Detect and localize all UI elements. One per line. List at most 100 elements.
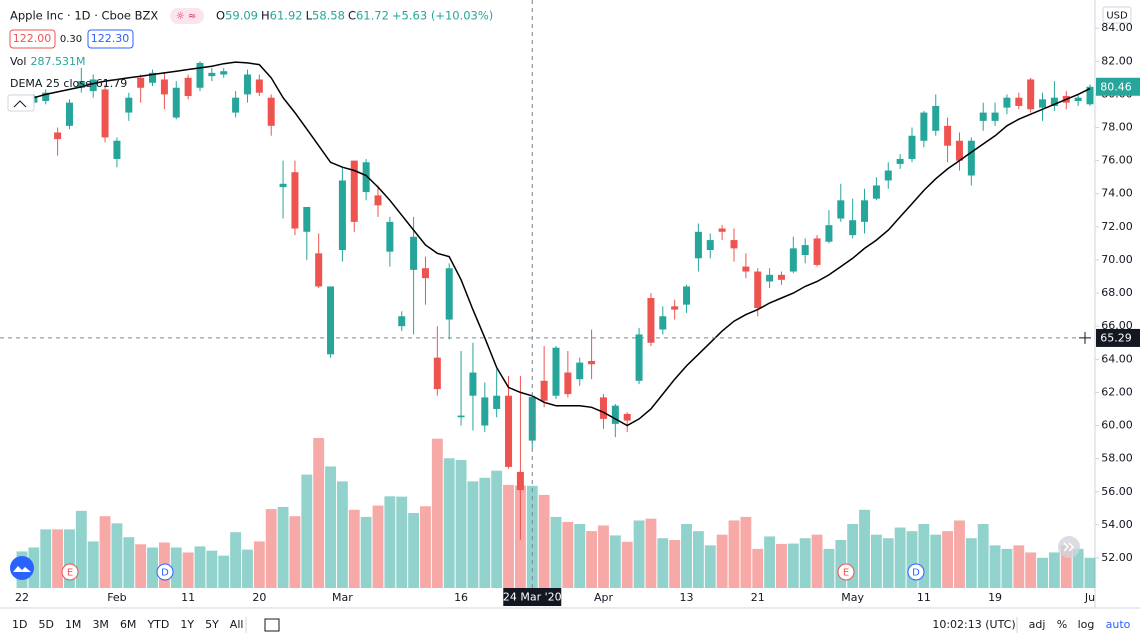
volume-bar [64,529,75,588]
volume-label: Vol [10,55,26,68]
range-button[interactable]: 3M [92,618,109,631]
range-button[interactable]: YTD [146,618,169,631]
candle-body [837,200,845,219]
candle-body [540,380,548,401]
dividend-marker[interactable] [907,563,925,581]
range-button[interactable]: 1M [65,618,82,631]
x-tick-label: Apr [594,591,614,604]
candle-body [291,172,299,229]
ohlc-key: H [261,9,270,23]
candle-body [516,471,524,491]
candle-body [149,72,157,83]
candle-body [160,79,168,95]
dividend-label[interactable]: D [161,568,169,579]
volume-bar [384,496,396,588]
ohlc-value: 61.92 [270,9,303,23]
option-percent[interactable]: % [1057,618,1067,631]
volume-bar [1084,557,1096,588]
volume-bar [776,543,787,588]
range-button[interactable]: 6M [120,618,137,631]
earnings-marker[interactable] [61,563,79,581]
currency[interactable]: USD [1106,11,1128,22]
collapse-button[interactable] [7,94,35,112]
candle-body [196,62,204,88]
candle-body [599,397,607,419]
ohlc-value: 58.58 [312,9,345,23]
earnings-marker[interactable] [837,563,855,581]
candle-body [932,105,940,131]
logo[interactable] [10,556,34,580]
x-tick-label: Mar [332,591,353,604]
candle-body [255,79,263,93]
range-button[interactable]: 1D [12,618,27,631]
candle-body [552,347,560,396]
range-button[interactable]: All [230,618,244,631]
option-log[interactable]: log [1078,618,1095,631]
volume-bar [562,521,574,588]
candle-body [338,180,346,251]
volume-bar [289,516,301,588]
sell-button[interactable] [9,29,56,49]
volume-bar [954,520,965,588]
volume-bar [313,438,325,588]
option-adj[interactable]: adj [1029,618,1046,631]
crosshair-date: 24 Mar '20 [503,591,562,604]
candle-body [42,92,50,101]
ohlc-key: C [348,9,356,23]
candle-body [1050,97,1058,106]
status-icon: ☼ ≈ [176,11,197,22]
range-button[interactable]: 5Y [205,618,219,631]
crosshair-price: 65.29 [1100,331,1132,344]
option-auto[interactable]: auto [1106,618,1131,631]
crosshair-plus-icon [1079,331,1091,344]
range-button[interactable]: 1Y [180,618,194,631]
volume-bar [965,538,977,588]
volume-bar [170,547,182,588]
volume-bar [99,516,111,588]
dema-line [21,61,1091,427]
y-tick-label: 68.00 [1101,286,1133,299]
volume-bar [645,518,657,588]
x-tick-label: 11 [181,591,195,604]
dividend-label[interactable]: D [912,568,920,579]
collapse-icon [13,100,27,108]
volume-bar [752,548,764,588]
volume-bar [147,547,158,588]
buy-button[interactable] [87,29,134,49]
sell-price[interactable]: 122.00 [13,32,52,45]
candle-body [825,225,833,242]
ohlc-key: L [306,9,313,23]
earnings-label[interactable]: E [67,568,73,579]
candle-body [801,245,809,255]
candle-body [65,102,73,126]
clock[interactable]: 10:02:13 (UTC) [932,618,1015,631]
volume-bar [811,534,823,588]
volume-bar [467,481,479,588]
candle-body [944,125,952,146]
dividend-marker[interactable] [156,563,174,581]
earnings-label[interactable]: E [843,568,849,579]
volume-bar [787,543,799,588]
volume-bar [87,541,99,588]
candle-body [433,357,441,390]
volume-bar [1001,548,1013,588]
volume-bar [52,529,64,588]
volume-bar [135,544,147,588]
y-tick-label: 52.00 [1101,551,1133,564]
range-button[interactable]: 5D [38,618,53,631]
candle-body [303,206,311,232]
currency-box[interactable] [1102,6,1132,24]
candle-body [861,200,869,222]
candle-body [184,77,192,97]
volume-bar [265,509,277,588]
candle-body [991,112,999,121]
date-range-icon[interactable] [264,618,280,632]
ohlc-legend: O 59.09 H 61.92 L 58.58 C 61.72 +5.63 (+10.03%) [216,9,493,23]
y-tick-label: 54.00 [1101,518,1133,531]
candle-body [113,140,121,159]
y-tick-label: 60.00 [1101,419,1133,432]
x-tick-label: 20 [252,591,266,604]
volume-bar [586,531,598,588]
buy-price[interactable]: 122.30 [91,32,130,45]
volume-bar [503,484,514,588]
